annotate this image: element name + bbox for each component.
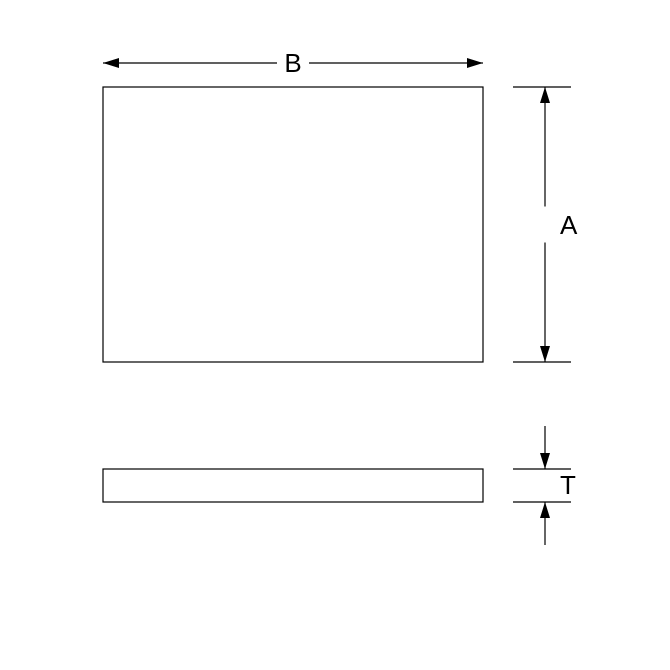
arrowhead (540, 453, 550, 469)
dimension-diagram: B A T (0, 0, 670, 670)
arrowhead (540, 87, 550, 103)
dimension-b-label: B (284, 48, 301, 78)
dimension-a-label: A (560, 210, 578, 240)
side-view-rect (103, 469, 483, 502)
arrowhead (540, 502, 550, 518)
dimension-t-label: T (560, 470, 576, 500)
arrowhead (103, 58, 119, 68)
arrowhead (467, 58, 483, 68)
top-view-rect (103, 87, 483, 362)
arrowhead (540, 346, 550, 362)
